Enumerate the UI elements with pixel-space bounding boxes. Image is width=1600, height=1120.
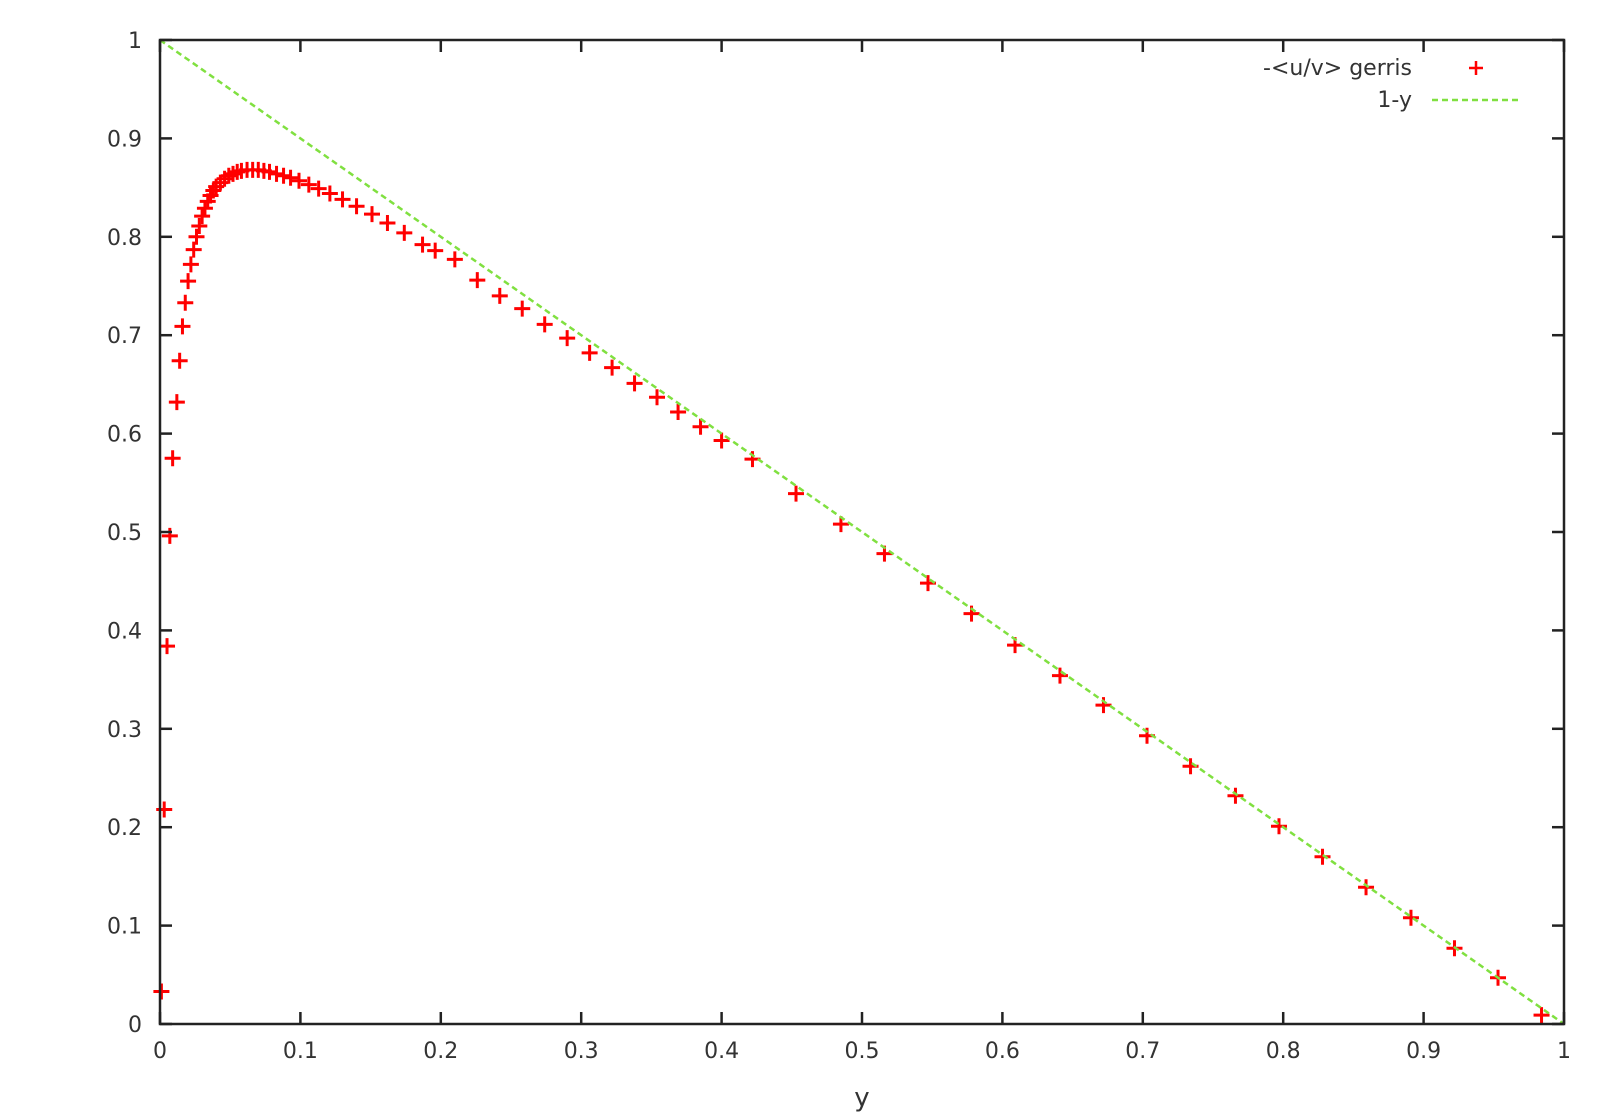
data-point-gerris-8 <box>177 294 194 311</box>
x-tick-label-8: 0.8 <box>1266 1039 1301 1064</box>
data-point-gerris-7 <box>174 318 191 335</box>
y-tick-label-8: 0.8 <box>107 226 142 251</box>
data-point-gerris-6 <box>171 352 188 369</box>
data-point-gerris-10 <box>182 256 199 273</box>
x-tick-label-1: 0.1 <box>283 1039 318 1064</box>
y-tick-label-6: 0.6 <box>107 423 142 448</box>
data-point-gerris-72 <box>1358 879 1375 896</box>
ticks-layer: 0 0.1 0.2 0.3 0.4 0.5 0.6 0.7 0.8 0.9 1 0 0.1 0.2 0.3 0… <box>107 29 1571 1064</box>
legend: -<u/v> gerris 1-y <box>1263 56 1520 113</box>
y-tick-label-3: 0.3 <box>107 718 142 743</box>
data-point-gerris-35 <box>300 176 317 193</box>
data-point-gerris-31 <box>268 165 285 182</box>
data-point-gerris-37 <box>321 185 338 202</box>
series-line-1-minus-y <box>159 38 1565 1026</box>
data-point-gerris-39 <box>348 198 365 215</box>
data-point-gerris-9 <box>180 273 197 290</box>
x-axis-label: y <box>854 1083 869 1113</box>
data-point-gerris-15 <box>196 200 213 217</box>
y-tick-label-2: 0.2 <box>107 816 142 841</box>
data-point-gerris-76 <box>1533 1007 1550 1024</box>
x-tick-label-7: 0.7 <box>1125 1039 1160 1064</box>
data-point-gerris-11 <box>185 241 202 258</box>
data-point-gerris-13 <box>191 217 208 234</box>
x-tick-label-6: 0.6 <box>985 1039 1020 1064</box>
data-point-gerris-54 <box>649 389 666 406</box>
x-tick-label-2: 0.2 <box>423 1039 458 1064</box>
y-tick-label-5: 0.5 <box>107 521 142 546</box>
series-layer <box>153 38 1565 1026</box>
data-point-gerris-0 <box>153 983 170 1000</box>
data-point-gerris-4 <box>164 450 181 467</box>
data-point-gerris-55 <box>670 403 687 420</box>
data-point-gerris-47 <box>491 287 508 304</box>
data-point-gerris-46 <box>469 272 486 289</box>
x-tick-label-9: 0.9 <box>1406 1039 1441 1064</box>
data-point-gerris-3 <box>161 527 178 544</box>
data-point-gerris-33 <box>282 169 299 186</box>
y-tick-label-7: 0.7 <box>107 324 142 349</box>
data-point-gerris-43 <box>414 236 431 253</box>
data-point-gerris-53 <box>626 375 643 392</box>
data-point-gerris-45 <box>446 251 463 268</box>
data-point-gerris-56 <box>692 418 709 435</box>
y-tick-label-4: 0.4 <box>107 619 142 644</box>
data-point-gerris-14 <box>194 208 211 225</box>
legend-label-0: -<u/v> gerris <box>1263 56 1412 81</box>
data-point-gerris-57 <box>713 432 730 449</box>
data-point-gerris-48 <box>514 300 531 317</box>
x-tick-label-5: 0.5 <box>845 1039 880 1064</box>
y-tick-label-10: 1 <box>128 29 142 54</box>
data-point-gerris-41 <box>379 215 396 232</box>
y-tick-label-0: 0 <box>128 1013 142 1038</box>
plot-frame <box>158 38 1566 1026</box>
data-point-gerris-42 <box>396 224 413 241</box>
data-point-gerris-60 <box>832 516 849 533</box>
data-point-gerris-73 <box>1402 909 1419 926</box>
data-point-gerris-49 <box>536 316 553 333</box>
data-point-gerris-5 <box>168 394 185 411</box>
x-tick-label-4: 0.4 <box>704 1039 739 1064</box>
data-point-gerris-40 <box>364 206 381 223</box>
data-point-gerris-50 <box>559 330 576 347</box>
data-point-gerris-71 <box>1314 848 1331 865</box>
data-point-gerris-59 <box>788 485 805 502</box>
y-tick-label-1: 0.1 <box>107 915 142 940</box>
x-tick-label-10: 1 <box>1557 1039 1571 1064</box>
y-tick-label-9: 0.9 <box>107 127 142 152</box>
data-point-gerris-70 <box>1270 818 1287 835</box>
legend-sample-marker <box>1469 61 1483 75</box>
x-tick-label-3: 0.3 <box>564 1039 599 1064</box>
data-point-gerris-36 <box>310 180 327 197</box>
data-point-gerris-30 <box>261 163 278 180</box>
x-tick-label-0: 0 <box>153 1039 167 1064</box>
data-point-gerris-38 <box>334 191 351 208</box>
data-point-gerris-52 <box>604 359 621 376</box>
legend-label-1: 1-y <box>1377 88 1412 113</box>
data-point-gerris-32 <box>275 167 292 184</box>
data-point-gerris-2 <box>159 638 176 655</box>
data-point-gerris-69 <box>1227 787 1244 804</box>
data-point-gerris-12 <box>188 228 205 245</box>
data-point-gerris-44 <box>427 242 444 259</box>
data-point-gerris-51 <box>581 344 598 361</box>
data-point-gerris-65 <box>1051 667 1068 684</box>
data-point-gerris-34 <box>290 172 307 189</box>
